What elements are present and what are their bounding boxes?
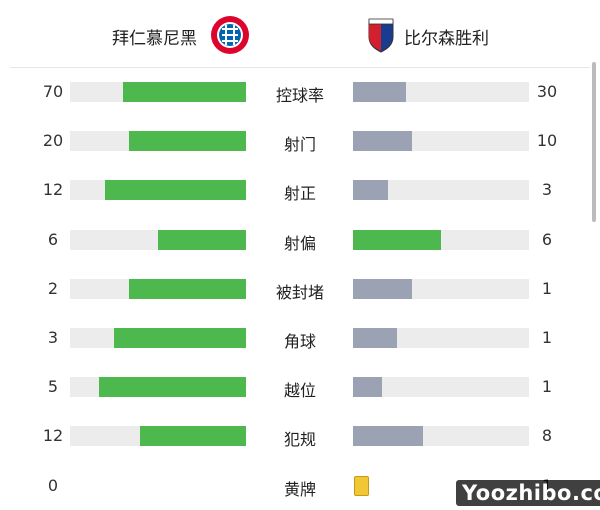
- home-value: 2: [47, 278, 59, 298]
- away-value: 30: [536, 82, 558, 101]
- home-team: 拜仁慕尼黑: [112, 29, 197, 49]
- away-track: [353, 377, 529, 398]
- watermark: Yoozhibo.com: [456, 480, 600, 506]
- stat-label: 射偏: [283, 233, 316, 253]
- home-value: 3: [47, 328, 59, 347]
- stat-label: 被封堵: [275, 282, 324, 302]
- stat-label: 射门: [283, 135, 316, 155]
- away-team: 比尔森胜利: [404, 29, 489, 49]
- home-bar: [158, 229, 246, 250]
- away-bar: [353, 131, 412, 152]
- home-value: 20: [42, 131, 64, 151]
- away-value: 6: [541, 229, 553, 249]
- home-value: 70: [42, 82, 64, 101]
- home-track: [70, 278, 246, 299]
- home-value: 12: [42, 180, 64, 200]
- away-value: 8: [541, 426, 553, 446]
- home-track: [70, 229, 246, 250]
- away-bar: [353, 278, 412, 299]
- away-bar: [353, 180, 389, 201]
- away-value: 1: [541, 328, 553, 347]
- home-value: 12: [42, 426, 64, 446]
- away-value: 1: [541, 377, 553, 397]
- home-track: [70, 377, 246, 398]
- stat-label: 越位: [283, 381, 316, 401]
- home-track: [70, 180, 246, 201]
- away-bar: [353, 426, 424, 447]
- away-card: [354, 475, 369, 496]
- away-logo: [368, 18, 394, 53]
- away-track: [353, 82, 529, 102]
- away-track: [353, 229, 529, 250]
- away-value: 3: [541, 180, 553, 200]
- away-track: [353, 131, 529, 152]
- stat-label: 黄牌: [283, 479, 316, 499]
- home-value: 0: [47, 475, 59, 495]
- home-bar: [114, 328, 246, 348]
- away-bar: [353, 229, 441, 250]
- away-bar: [353, 377, 383, 398]
- away-track: [353, 426, 529, 447]
- home-track: [70, 82, 246, 102]
- home-bar: [122, 82, 246, 102]
- home-track: [70, 131, 246, 152]
- home-track: [70, 426, 246, 447]
- divider: [10, 67, 590, 68]
- away-bar: [353, 328, 397, 348]
- away-bar: [353, 82, 406, 102]
- home-bar: [99, 377, 246, 398]
- home-value: 5: [47, 377, 59, 397]
- stat-label: 犯规: [283, 430, 316, 450]
- away-track: [353, 278, 529, 299]
- home-bar: [128, 278, 246, 299]
- away-track: [353, 328, 529, 348]
- home-bar: [128, 131, 246, 152]
- home-bar: [140, 426, 246, 447]
- away-track: [353, 180, 529, 201]
- stat-label: 控球率: [275, 86, 324, 105]
- away-value: 10: [536, 131, 558, 151]
- stat-label: 射正: [283, 184, 316, 204]
- stat-label: 角球: [283, 332, 316, 351]
- scrollbar[interactable]: [592, 62, 596, 222]
- home-bar: [105, 180, 246, 201]
- home-track: [70, 328, 246, 348]
- home-logo: [211, 16, 249, 54]
- away-value: 1: [541, 278, 553, 298]
- home-value: 6: [47, 229, 59, 249]
